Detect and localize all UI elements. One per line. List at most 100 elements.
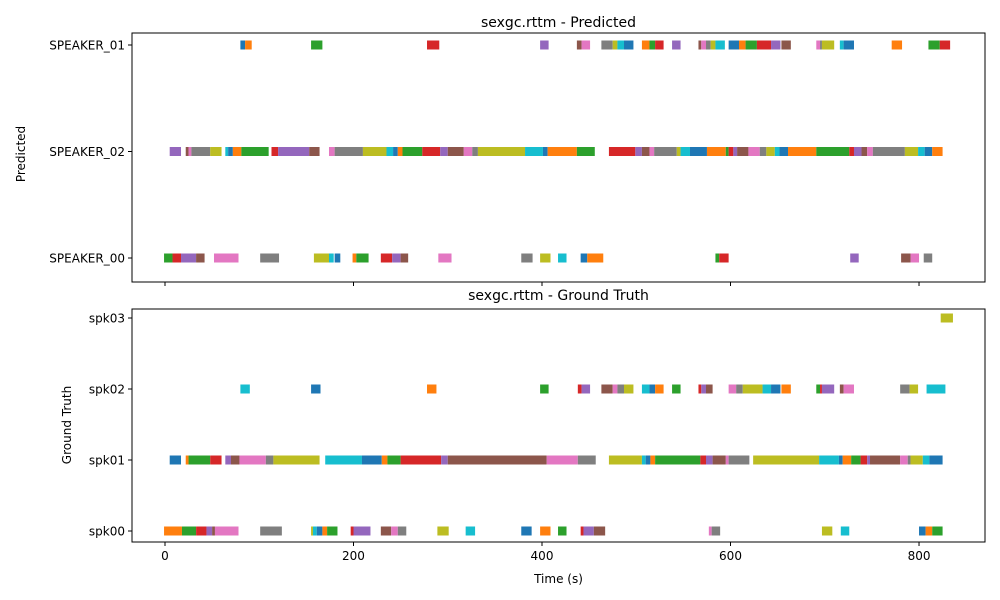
segment-bar xyxy=(397,526,407,536)
segment-bar xyxy=(465,526,476,536)
segment-bar xyxy=(185,455,189,465)
y-tick-label-ground-truth: spk01 xyxy=(89,454,125,468)
segment-bar xyxy=(447,147,464,156)
segment-bar xyxy=(214,253,239,263)
x-tick-label: 800 xyxy=(908,549,931,563)
segment-bar xyxy=(728,384,737,394)
segment-bar xyxy=(521,253,533,263)
segment-bar xyxy=(861,147,868,156)
segment-bar xyxy=(312,526,317,536)
segment-bar xyxy=(728,147,734,156)
segment-bar xyxy=(698,40,702,50)
segment-bar xyxy=(558,526,567,536)
segment-bar xyxy=(245,40,252,50)
segment-bar xyxy=(542,147,548,156)
segment-bar xyxy=(580,253,588,263)
segment-bar xyxy=(593,526,606,536)
segment-bar xyxy=(719,253,729,263)
segment-bar xyxy=(271,147,279,156)
segment-bar xyxy=(779,147,789,156)
segment-bar xyxy=(440,147,448,156)
segment-bar xyxy=(169,147,182,156)
segment-bar xyxy=(402,147,423,156)
segment-bar xyxy=(577,455,596,465)
segment-bar xyxy=(380,526,392,536)
segment-bar xyxy=(617,40,625,50)
segment-bar xyxy=(400,253,409,263)
segment-bar xyxy=(581,384,591,394)
segment-bar xyxy=(188,455,211,465)
segment-bar xyxy=(926,384,946,394)
segment-bar xyxy=(334,147,363,156)
segment-bar xyxy=(655,455,701,465)
segment-bar xyxy=(612,384,618,394)
segment-bar xyxy=(185,147,189,156)
segment-bar xyxy=(356,253,369,263)
segment-bar xyxy=(581,40,591,50)
segment-bar xyxy=(904,147,919,156)
segment-bar xyxy=(228,147,233,156)
segment-bar xyxy=(725,147,729,156)
segment-bar xyxy=(311,526,313,536)
segment-bar xyxy=(910,455,923,465)
panel-ground-truth: sexgc.rttm - Ground Truth Ground Truth T… xyxy=(60,288,986,586)
segment-bar xyxy=(641,455,646,465)
segment-bar xyxy=(932,147,943,156)
segment-bar xyxy=(540,40,549,50)
segment-bar xyxy=(322,526,328,536)
segment-bar xyxy=(725,455,729,465)
segment-bar xyxy=(701,40,707,50)
segment-bar xyxy=(540,384,549,394)
segment-bar xyxy=(700,455,707,465)
segment-bar xyxy=(641,147,650,156)
segment-bar xyxy=(206,526,213,536)
segment-bar xyxy=(706,384,713,394)
segment-bar xyxy=(701,384,707,394)
segment-bar xyxy=(225,147,229,156)
segment-bar xyxy=(742,384,763,394)
segment-bar xyxy=(188,147,192,156)
segment-bar xyxy=(738,40,746,50)
segment-bar xyxy=(821,526,833,536)
segment-bar xyxy=(624,384,634,394)
y-axis-label-ground-truth: Ground Truth xyxy=(60,386,74,464)
segment-bar xyxy=(925,526,933,536)
segment-bar xyxy=(191,147,211,156)
segment-bar xyxy=(843,384,854,394)
segment-bar xyxy=(706,40,711,50)
segment-bar xyxy=(576,40,582,50)
segment-bar xyxy=(361,455,382,465)
segment-bar xyxy=(838,455,843,465)
segment-bar xyxy=(309,147,320,156)
segment-bar xyxy=(672,384,681,394)
y-tick-label-predicted: SPEAKER_00 xyxy=(49,252,125,266)
chart-title-predicted: sexgc.rttm - Predicted xyxy=(481,15,636,31)
segment-bar xyxy=(759,147,767,156)
segment-bar xyxy=(676,147,681,156)
segment-bar xyxy=(655,384,664,394)
segment-bar xyxy=(624,40,634,50)
segment-bar xyxy=(645,455,651,465)
segment-bar xyxy=(816,40,821,50)
segment-bar xyxy=(928,40,940,50)
segment-bar xyxy=(239,455,266,465)
segment-bar xyxy=(712,455,726,465)
segment-bar xyxy=(386,147,394,156)
segment-bar xyxy=(851,455,861,465)
segment-bar xyxy=(728,40,739,50)
segment-bar xyxy=(853,147,862,156)
segment-bar xyxy=(240,40,246,50)
segment-bar xyxy=(706,147,726,156)
segment-bar xyxy=(387,455,401,465)
segment-bar xyxy=(546,455,578,465)
segment-bar xyxy=(313,253,329,263)
segment-bar xyxy=(393,147,398,156)
segment-bar xyxy=(641,40,650,50)
segment-bar xyxy=(910,253,920,263)
segment-bar xyxy=(164,526,182,536)
segment-bar xyxy=(850,253,859,263)
chart-title-ground-truth: sexgc.rttm - Ground Truth xyxy=(468,288,649,304)
segment-bar xyxy=(940,313,953,323)
x-axis-label: Time (s) xyxy=(533,572,583,586)
segment-bar xyxy=(525,147,543,156)
